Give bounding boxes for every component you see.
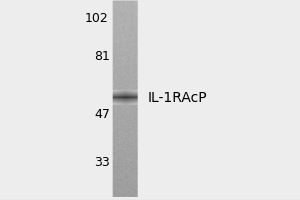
Text: 81: 81 xyxy=(94,50,110,64)
Text: 102: 102 xyxy=(84,11,108,24)
Text: 33: 33 xyxy=(94,156,110,170)
Text: 47: 47 xyxy=(94,108,110,121)
Text: IL-1RAcP: IL-1RAcP xyxy=(148,91,208,105)
